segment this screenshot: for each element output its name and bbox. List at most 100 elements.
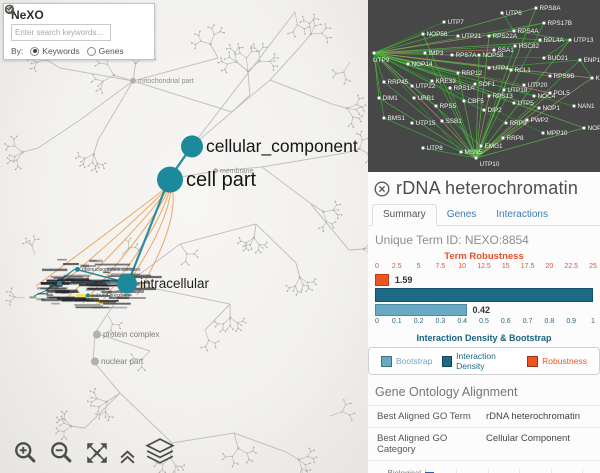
gene-node-KRI1[interactable]: KRI1 — [590, 75, 600, 82]
ontology-node-nuclear-part[interactable]: nuclear part — [91, 357, 144, 366]
gene-node-UTP15[interactable]: UTP15 — [410, 120, 436, 127]
bootstrap-value: 0.42 — [472, 305, 491, 315]
axis-tick: 0.2 — [413, 318, 424, 325]
gene-node-RRP9[interactable]: RRP9 — [504, 120, 527, 127]
gridline — [425, 469, 426, 473]
ontology-node-ribosomal-subunit[interactable]: ribosomal subunit — [57, 280, 104, 287]
gene-label: NOP14 — [412, 61, 433, 68]
gene-node-RPS9B[interactable]: RPS9B — [548, 73, 575, 80]
tab-interactions[interactable]: Interactions — [496, 209, 548, 220]
gene-node-NOP6[interactable]: NOP6 — [582, 125, 600, 132]
ontology-node-ribonucleoprotein-complex[interactable]: ribonucleoprotein complex — [75, 266, 141, 273]
gene-node-RPS7A[interactable]: RPS7A — [450, 52, 478, 59]
gene-label: UTP10 — [480, 161, 500, 168]
gene-node-NOP1[interactable]: NOP1 — [537, 105, 561, 112]
gene-node-RPS8A[interactable]: RPS8A — [534, 5, 562, 12]
axis-tick: 0.9 — [566, 318, 577, 325]
radio-keywords-label: Keywords — [42, 46, 80, 56]
ontology-node-cell-part[interactable]: cell part — [157, 166, 256, 193]
gene-node-SSA1[interactable]: SSA1 — [492, 47, 515, 54]
gene-node-UTP7[interactable]: UTP7 — [442, 19, 465, 26]
gene-node-NOP14[interactable]: NOP14 — [406, 61, 433, 68]
gene-node-UTP4[interactable]: UTP4 — [487, 65, 510, 72]
tab-summary[interactable]: Summary — [372, 204, 437, 226]
ontology-node-intracellular[interactable]: intracellular — [117, 273, 210, 294]
ontology-canvas[interactable]: mitochondrial part membrane cellular_compo… — [0, 0, 368, 473]
axis-tick: 0.5 — [479, 318, 489, 325]
axis-tick: 17.5 — [520, 263, 535, 270]
gene-node-IMP3[interactable]: IMP3 — [423, 50, 444, 57]
gene-node-UTP13[interactable]: UTP13 — [568, 37, 594, 44]
gene-node-NAN1[interactable]: NAN1 — [572, 103, 595, 110]
search-input[interactable] — [11, 24, 111, 41]
gene-node-UTP8[interactable]: UTP8 — [421, 145, 444, 152]
gene-node-RRP8[interactable]: RRP8 — [501, 135, 524, 142]
gene-node-NOC4[interactable]: NOC4 — [532, 93, 556, 100]
collapse-chevrons-icon[interactable] — [119, 449, 136, 466]
gene-label: RPS5 — [440, 103, 457, 110]
gene-node-RPS22A[interactable]: RPS22A — [487, 33, 518, 40]
gene-node-DIP2[interactable]: DIP2 — [482, 107, 503, 114]
tab-genes[interactable]: Genes — [446, 209, 477, 220]
gene-label: RPS8A — [540, 5, 562, 12]
canvas-controls — [12, 438, 184, 466]
gene-node-ENP1[interactable]: ENP1 — [578, 57, 600, 64]
radio-genes[interactable] — [86, 46, 96, 56]
gene-node-RRP45[interactable]: RRP45 — [382, 79, 409, 86]
ontology-node-protein-complex[interactable]: protein complex — [93, 330, 159, 339]
gene-node-UTP9[interactable]: UTP9 — [372, 51, 390, 64]
gene-label: UTP22 — [416, 83, 436, 90]
gene-node-NOP58[interactable]: NOP58 — [477, 52, 504, 59]
ontology-node-membrane[interactable]: membrane — [213, 168, 254, 175]
axis-tick: 0.8 — [544, 318, 555, 325]
go-alignment-table: Best Aligned GO Term rDNA heterochromati… — [368, 405, 600, 461]
gene-node-MSN5[interactable]: MSN5 — [459, 149, 483, 156]
gene-node-UTP18[interactable]: UTP18 — [502, 87, 528, 94]
gene-node-RPS5[interactable]: RPS5 — [434, 103, 457, 110]
gene-node-KRE33[interactable]: KRE33 — [430, 78, 457, 85]
fit-to-screen-button[interactable] — [84, 440, 110, 466]
gene-node-RRP12[interactable]: RRP12 — [456, 70, 483, 77]
ontology-node-mitochondrial-part[interactable]: mitochondrial part — [130, 77, 194, 85]
zoom-out-button[interactable] — [48, 439, 75, 466]
node-label-nuclear-part: nuclear part — [101, 357, 144, 366]
gene-node-RPS13[interactable]: RPS13 — [487, 93, 514, 100]
gene-node-PWP2[interactable]: PWP2 — [525, 117, 549, 124]
zoom-in-button[interactable] — [12, 439, 39, 466]
gene-node-HSC82[interactable]: HSC82 — [513, 43, 540, 50]
gene-node-EMG1[interactable]: EMG1 — [479, 143, 503, 150]
gene-node-DIM1[interactable]: DIM1 — [377, 95, 399, 102]
gene-label: POL5 — [554, 90, 571, 97]
radio-keywords[interactable] — [30, 46, 40, 56]
gene-node-SSB1[interactable]: SSB1 — [440, 118, 463, 125]
gene-node-RPL4A[interactable]: RPL4A — [538, 37, 565, 44]
gene-node-RPS4A[interactable]: RPS4A — [512, 28, 540, 35]
gene-node-UTP20[interactable]: UTP20 — [522, 82, 548, 89]
gene-node-UTP5[interactable]: UTP5 — [512, 100, 535, 107]
gene-node-URB1[interactable]: URB1 — [412, 95, 435, 102]
gene-label: NOP6 — [588, 125, 600, 132]
gene-node-UTP10[interactable]: UTP10 — [474, 156, 500, 168]
ontology-node-subunit-precursor[interactable]: subunit precursor — [86, 293, 131, 299]
ontology-node-cellular-component[interactable]: cellular_component — [181, 135, 358, 158]
layers-button[interactable] — [145, 438, 175, 466]
gene-node-CBF5[interactable]: CBF5 — [462, 98, 485, 105]
gene-node-UTP6[interactable]: UTP6 — [500, 10, 523, 17]
gene-node-NOP56[interactable]: NOP56 — [421, 31, 448, 38]
gene-node-BMS1[interactable]: BMS1 — [382, 115, 406, 122]
gene-node-RPS17B[interactable]: RPS17B — [542, 20, 572, 27]
gene-node-UTP22[interactable]: UTP22 — [410, 83, 436, 90]
gene-node-POL5[interactable]: POL5 — [548, 90, 571, 97]
gene-node-BUD21[interactable]: BUD21 — [542, 55, 569, 62]
gene-node-MPP10[interactable]: MPP10 — [541, 130, 568, 137]
gene-label: UTP7 — [448, 19, 465, 26]
gene-node-SOF1[interactable]: SOF1 — [473, 81, 496, 88]
gene-node-RPS1A[interactable]: RPS1A — [448, 85, 476, 92]
bootstrap-bar — [375, 304, 467, 316]
close-icon[interactable] — [374, 180, 390, 197]
gene-network-panel[interactable]: UTP9 UTP7 NOP56 UTP21 IMP3 RPS7A NOP58 NOP14 RRP… — [368, 0, 600, 172]
gene-node-RCL1[interactable]: RCL1 — [509, 67, 532, 74]
axis-tick: 2.5 — [391, 263, 402, 270]
gene-node-UTP21[interactable]: UTP21 — [456, 33, 482, 40]
ontology-tree-graphic: mitochondrial part membrane cellular_compo… — [4, 11, 368, 473]
